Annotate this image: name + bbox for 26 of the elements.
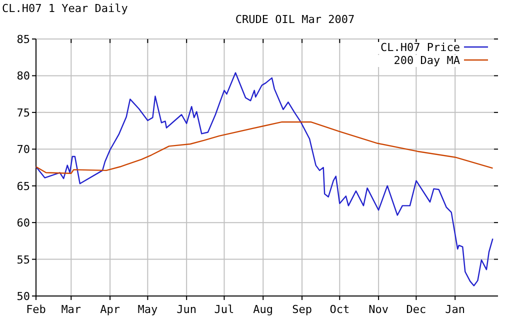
y-tick-label: 85 — [16, 33, 30, 46]
legend-label: 200 Day MA — [394, 54, 460, 67]
chart-title: CRUDE OIL Mar 2007 — [235, 13, 355, 26]
x-tick-label: Jul — [214, 303, 234, 316]
y-tick-label: 65 — [16, 180, 30, 193]
x-tick-label: Feb — [26, 303, 46, 316]
x-tick-label: Oct — [330, 303, 350, 316]
x-tick-label: Jan — [445, 303, 466, 316]
x-tick-label: Apr — [100, 303, 120, 316]
x-tick-label: Mar — [61, 303, 82, 316]
x-tick-label: Jun — [176, 303, 197, 316]
y-tick-label: 60 — [16, 216, 30, 230]
x-tick-label: Dec — [406, 303, 426, 316]
y-tick-label: 70 — [16, 143, 30, 156]
x-tick-label: Sep — [292, 303, 312, 316]
legend-label: CL.H07 Price — [380, 41, 460, 54]
y-tick-label: 50 — [16, 290, 30, 303]
line-series — [35, 121, 494, 174]
y-tick-label: 80 — [16, 70, 30, 83]
x-tick-label: May — [138, 303, 158, 316]
x-tick-label: Nov — [368, 303, 389, 316]
x-tick-label: Aug — [253, 303, 274, 316]
line-series — [35, 72, 494, 286]
chart-subtitle: CL.H07 1 Year Daily — [2, 2, 128, 15]
y-tick-label: 55 — [16, 253, 30, 266]
y-tick-label: 75 — [16, 106, 30, 120]
